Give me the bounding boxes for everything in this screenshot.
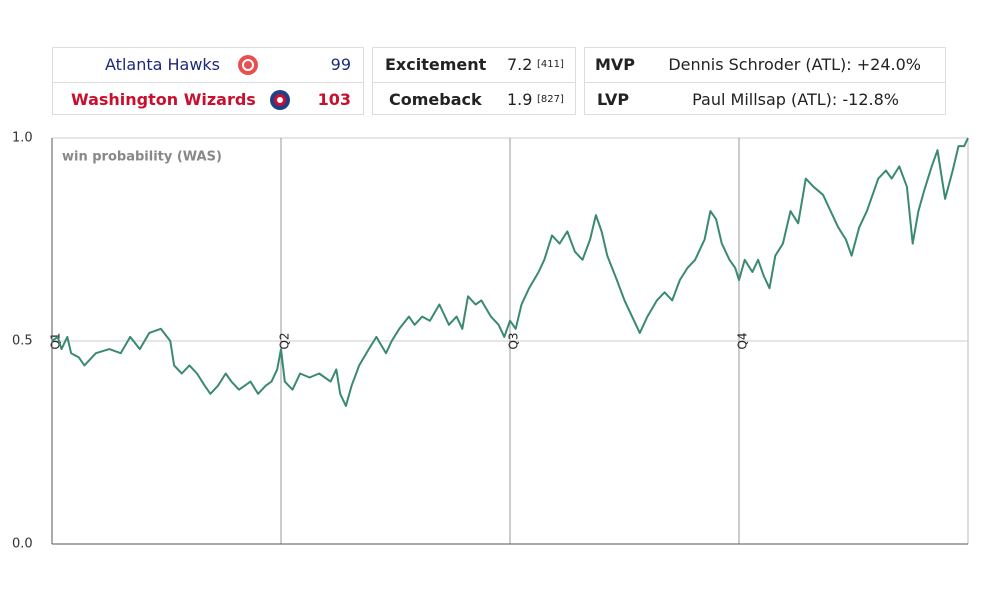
player-label: MVP (595, 55, 636, 74)
team-row: Atlanta Hawks 99 (53, 48, 363, 82)
y-tick-label: 1.0 (12, 131, 33, 146)
quarter-label: Q4 (736, 332, 750, 349)
stats-box: Excitement 7.2 [411] Comeback 1.9 [827] (372, 47, 576, 115)
team-row: Washington Wizards 103 (53, 82, 363, 117)
stat-value: 7.2 (507, 55, 533, 74)
team-score: 103 (317, 90, 351, 109)
player-text: Dennis Schroder (ATL): +24.0% (668, 55, 921, 74)
players-box: MVP Dennis Schroder (ATL): +24.0% LVP Pa… (584, 47, 946, 115)
quarter-label: Q3 (507, 332, 521, 349)
y-tick-label: 0.0 (12, 537, 33, 552)
stat-value: 1.9 (507, 90, 533, 109)
team-logo (238, 55, 258, 75)
score-box: Atlanta Hawks 99 Washington Wizards 103 (52, 47, 364, 115)
team-name: Washington Wizards (71, 90, 256, 109)
stat-label: Comeback (389, 90, 482, 109)
y-label: win probability (WAS) (62, 150, 222, 165)
stat-label: Excitement (385, 55, 487, 74)
y-tick-label: 0.5 (12, 334, 33, 349)
team-name: Atlanta Hawks (105, 55, 221, 74)
player-text: Paul Millsap (ATL): -12.8% (692, 90, 899, 109)
stat-rank: [411] (537, 59, 564, 70)
player-row: MVP Dennis Schroder (ATL): +24.0% (585, 48, 945, 82)
quarter-label: Q1 (49, 332, 63, 349)
player-label: LVP (597, 90, 630, 109)
win-probability-line (51, 137, 969, 407)
quarter-label: Q2 (278, 332, 292, 349)
team-logo (270, 90, 290, 110)
stat-row: Excitement 7.2 [411] (373, 48, 575, 82)
stat-rank: [827] (537, 94, 564, 105)
player-row: LVP Paul Millsap (ATL): -12.8% (585, 82, 945, 117)
team-score: 99 (330, 55, 351, 74)
stat-row: Comeback 1.9 [827] (373, 82, 575, 117)
